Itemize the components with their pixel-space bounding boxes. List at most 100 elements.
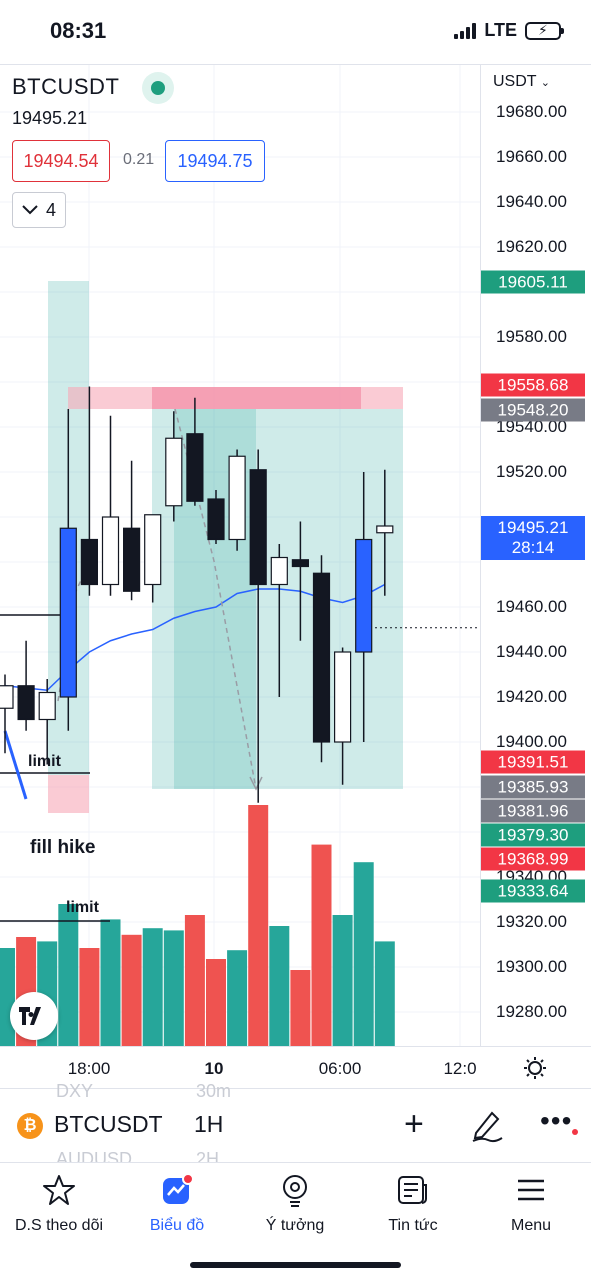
price-badge: 19558.68 [481, 373, 585, 397]
candle[interactable] [122, 527, 141, 592]
candle[interactable] [376, 525, 394, 534]
tab-watchlist[interactable]: D.S theo dõi [0, 1173, 118, 1235]
volume-bar [290, 970, 311, 1046]
candle[interactable] [17, 685, 35, 721]
volume-bar [353, 862, 374, 1046]
volume-bar [0, 948, 15, 1046]
chevron-down-icon [22, 205, 38, 215]
price-tick: 19460.00 [496, 597, 567, 616]
tab-chart[interactable]: Biểu đồ [118, 1173, 236, 1235]
candle[interactable] [291, 559, 309, 568]
star-icon [43, 1175, 75, 1205]
plus-icon[interactable]: + [404, 1105, 424, 1143]
volume-bar [163, 930, 184, 1046]
volume-bar [227, 950, 248, 1046]
menu-icon [518, 1179, 544, 1201]
price-chart[interactable] [0, 65, 480, 1046]
indicators-toggle-button[interactable]: 4 [12, 192, 66, 228]
candle[interactable] [334, 651, 352, 743]
price-tick: 19280.00 [496, 1002, 567, 1021]
battery-icon: ⚡ [525, 21, 564, 40]
candle[interactable] [0, 685, 14, 709]
price-badge: 19495.21 28:14 [481, 516, 585, 560]
drawing-tool-icon[interactable] [470, 1107, 504, 1143]
timeframe-selector[interactable]: 1H [194, 1111, 224, 1137]
volume-bar [206, 959, 226, 1046]
candle[interactable] [80, 538, 99, 586]
stop-loss-zone[interactable] [68, 387, 403, 409]
chevron-down-icon: ⌄ [540, 77, 550, 89]
price-axis[interactable]: USDT ⌄ 19680.00 19660.00 19640.00 19620.00 1… [480, 64, 591, 1046]
price-badge: 19333.64 [481, 879, 585, 903]
price-tick: 19300.00 [496, 957, 567, 976]
candle[interactable] [101, 516, 120, 586]
price-badge: 19605.11 [481, 270, 585, 294]
sell-button[interactable]: 19494.54 [12, 140, 110, 182]
chart-settings-icon[interactable] [523, 1056, 547, 1080]
candle[interactable] [228, 455, 246, 541]
bitcoin-icon: ₿ [17, 1113, 43, 1139]
tab-label: Menu [510, 1217, 552, 1234]
price-tick: 19640.00 [496, 192, 567, 211]
signal-icon [454, 22, 477, 39]
tv-logo-icon [19, 1007, 41, 1025]
currency-selector[interactable]: USDT ⌄ [493, 73, 550, 91]
tab-ideas[interactable]: Ý tưởng [236, 1173, 354, 1235]
tab-news[interactable]: Tin tức [354, 1173, 472, 1235]
time-tick: 18:00 [67, 1059, 111, 1078]
price-tick: 19520.00 [496, 462, 567, 481]
symbol-title[interactable]: BTCUSDT [12, 74, 120, 99]
candle[interactable] [38, 691, 56, 721]
market-status-indicator[interactable] [142, 72, 174, 104]
candle[interactable] [270, 556, 288, 586]
price-badge: 19368.99 [481, 847, 585, 871]
price-badge: 19548.20 [481, 398, 585, 422]
news-icon [398, 1176, 427, 1204]
more-options-icon[interactable]: ••• [540, 1105, 579, 1137]
candle[interactable] [312, 572, 331, 743]
volume-bar [374, 941, 395, 1046]
network-type: LTE [484, 20, 517, 40]
candle[interactable] [59, 527, 77, 698]
candle[interactable] [186, 433, 204, 502]
tab-label: Tin tức [388, 1217, 438, 1234]
candle[interactable] [165, 437, 183, 507]
volume-bar [121, 934, 142, 1046]
volume-bar [100, 919, 121, 1046]
tab-menu[interactable]: Menu [472, 1173, 590, 1235]
status-time: 08:31 [50, 18, 107, 43]
time-axis[interactable]: 18:00 10 06:00 12:0 [0, 1046, 591, 1088]
projection-path[interactable] [174, 408, 257, 790]
price-badge: 19391.51 [481, 750, 585, 774]
price-badge: 19381.96 [481, 799, 585, 823]
volume-bar [58, 904, 79, 1046]
trend-line[interactable] [3, 730, 28, 800]
symbol-last-price: 19495.21 [12, 108, 88, 128]
annotation-fill-hike: fill hike [30, 837, 96, 858]
chart-canvas[interactable]: limit fill hike limit [0, 64, 480, 1046]
lightbulb-icon [283, 1175, 307, 1207]
time-tick: 10 [204, 1059, 224, 1078]
annotation-limit-2: limit [66, 899, 99, 916]
candle[interactable] [144, 514, 162, 586]
tradingview-logo[interactable] [10, 992, 58, 1040]
buy-button[interactable]: 19494.75 [165, 140, 265, 182]
symbol-search-button[interactable]: BTCUSDT [54, 1111, 163, 1137]
tab-label: Ý tưởng [265, 1217, 325, 1234]
currency-label: USDT [493, 73, 537, 90]
stop-zone [48, 775, 89, 813]
price-tick: 19400.00 [496, 732, 567, 751]
price-tick: 19420.00 [496, 687, 567, 706]
symbol-toolbar: DXY 30m AUDUSD 2H ₿ BTCUSDT 1H + ••• [0, 1081, 591, 1169]
volume-bar [269, 926, 290, 1046]
candle[interactable] [355, 538, 373, 653]
annotation-limit: limit [28, 753, 61, 770]
arrow-head-icon [249, 776, 263, 791]
candle[interactable] [249, 469, 267, 586]
ghost-watch-item: DXY [56, 1081, 94, 1101]
chart-icon [163, 1173, 194, 1204]
candle[interactable] [207, 498, 225, 541]
price-tick: 19540.00 [496, 417, 567, 436]
time-tick: 06:00 [318, 1059, 362, 1078]
volume-bar [79, 948, 100, 1046]
